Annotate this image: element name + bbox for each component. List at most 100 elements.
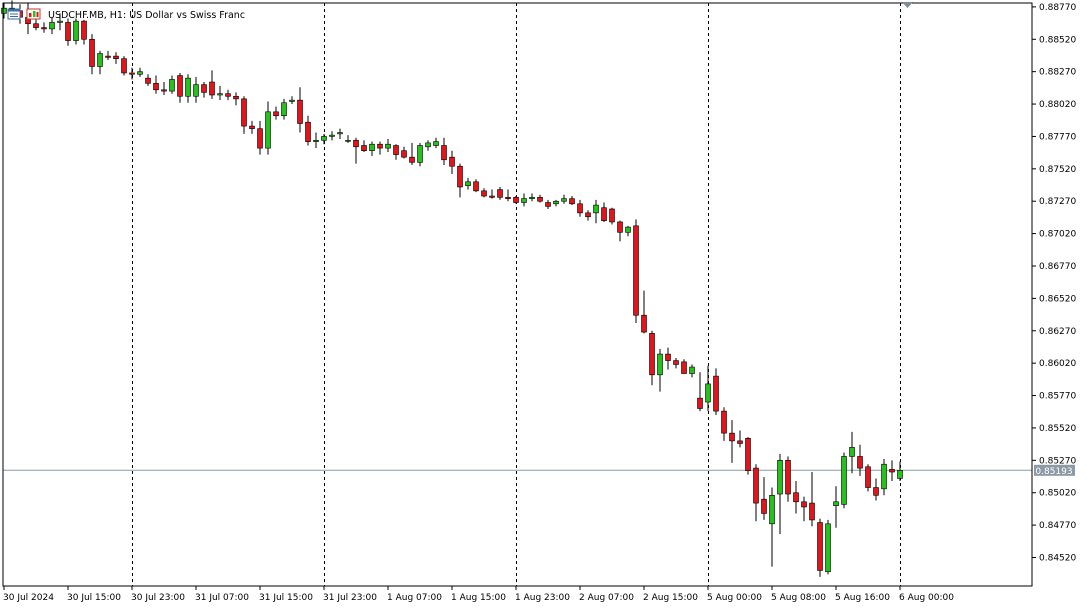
candle[interactable] xyxy=(625,225,631,237)
candle[interactable] xyxy=(473,179,479,193)
candle[interactable] xyxy=(577,199,583,217)
candle[interactable] xyxy=(793,481,799,514)
candle[interactable] xyxy=(865,464,871,492)
candle[interactable] xyxy=(585,210,591,221)
candle[interactable] xyxy=(641,290,647,334)
candle[interactable] xyxy=(321,133,327,145)
candle[interactable] xyxy=(209,70,215,99)
candle[interactable] xyxy=(217,85,223,101)
candle[interactable] xyxy=(49,17,55,35)
candle[interactable] xyxy=(121,56,127,76)
candle[interactable] xyxy=(449,150,455,175)
candle[interactable] xyxy=(481,188,487,198)
candle[interactable] xyxy=(105,50,111,61)
candle[interactable] xyxy=(41,22,47,33)
candle[interactable] xyxy=(153,75,159,94)
candle[interactable] xyxy=(545,199,551,209)
candle[interactable] xyxy=(761,477,767,520)
candle[interactable] xyxy=(393,144,399,160)
candle[interactable] xyxy=(889,460,895,482)
candle[interactable] xyxy=(665,347,671,370)
candle[interactable] xyxy=(233,92,239,106)
candle[interactable] xyxy=(705,365,711,412)
candle[interactable] xyxy=(537,194,543,203)
candle[interactable] xyxy=(329,131,335,141)
candle[interactable] xyxy=(225,89,231,101)
candle[interactable] xyxy=(361,140,367,152)
candle[interactable] xyxy=(681,359,687,374)
candle[interactable] xyxy=(465,177,471,190)
candle[interactable] xyxy=(33,18,39,31)
candle[interactable] xyxy=(385,139,391,152)
candle[interactable] xyxy=(89,34,95,75)
candle[interactable] xyxy=(345,135,351,143)
candle[interactable] xyxy=(401,146,407,159)
candle[interactable] xyxy=(649,330,655,386)
candle[interactable] xyxy=(313,132,319,149)
candle[interactable] xyxy=(129,67,135,80)
candle[interactable] xyxy=(273,106,279,120)
candle[interactable] xyxy=(145,74,151,86)
candle[interactable] xyxy=(417,142,423,167)
candle[interactable] xyxy=(697,372,703,412)
candle[interactable] xyxy=(745,437,751,475)
candle[interactable] xyxy=(553,199,559,207)
candle[interactable] xyxy=(241,96,247,134)
candles[interactable] xyxy=(1,0,903,577)
candle[interactable] xyxy=(297,87,303,133)
candle[interactable] xyxy=(289,96,295,105)
candle[interactable] xyxy=(521,193,527,207)
candle[interactable] xyxy=(713,368,719,415)
candle[interactable] xyxy=(409,142,415,165)
trading-signals-icon[interactable] xyxy=(26,8,41,20)
candle[interactable] xyxy=(569,196,575,206)
candle[interactable] xyxy=(65,18,71,46)
candle[interactable] xyxy=(857,444,863,476)
candle[interactable] xyxy=(689,364,695,378)
candle[interactable] xyxy=(785,456,791,502)
candle[interactable] xyxy=(809,471,815,527)
candle[interactable] xyxy=(169,75,175,94)
candle[interactable] xyxy=(489,189,495,199)
candle[interactable] xyxy=(561,194,567,204)
candle[interactable] xyxy=(185,74,191,103)
candle[interactable] xyxy=(817,518,823,577)
time-axis[interactable]: 30 Jul 2024 30 Jul 15:00 30 Jul 23:00 31 Ju… xyxy=(3,586,954,603)
candle[interactable] xyxy=(657,348,663,392)
candle[interactable] xyxy=(137,67,143,77)
candle[interactable] xyxy=(177,72,183,103)
candle[interactable] xyxy=(897,461,903,482)
candle[interactable] xyxy=(201,82,207,98)
candle[interactable] xyxy=(593,199,599,224)
candle[interactable] xyxy=(729,420,735,463)
price-axis[interactable]: 0.88770 0.88520 0.88270 0.88020 0.87770 0.875… xyxy=(1032,3,1076,564)
candle[interactable] xyxy=(849,431,855,474)
candle[interactable] xyxy=(441,137,447,165)
candle[interactable] xyxy=(377,141,383,155)
candle[interactable] xyxy=(1,3,7,19)
candle[interactable] xyxy=(505,189,511,202)
candle[interactable] xyxy=(873,478,879,501)
candle[interactable] xyxy=(529,193,535,202)
candle[interactable] xyxy=(337,128,343,140)
candle[interactable] xyxy=(769,487,775,567)
candle[interactable] xyxy=(721,407,727,441)
candle[interactable] xyxy=(513,196,519,204)
candle[interactable] xyxy=(497,186,503,200)
candle[interactable] xyxy=(881,459,887,496)
candle[interactable] xyxy=(161,82,167,95)
candle[interactable] xyxy=(281,98,287,120)
candle[interactable] xyxy=(193,76,199,103)
candle[interactable] xyxy=(841,452,847,509)
candle[interactable] xyxy=(673,357,679,369)
candle[interactable] xyxy=(369,141,375,156)
candle[interactable] xyxy=(265,101,271,155)
candle[interactable] xyxy=(305,115,311,146)
candle[interactable] xyxy=(257,120,263,155)
candle[interactable] xyxy=(353,137,359,164)
chart-window-icon[interactable] xyxy=(7,8,21,20)
candle[interactable] xyxy=(777,453,783,535)
candle[interactable] xyxy=(609,207,615,225)
